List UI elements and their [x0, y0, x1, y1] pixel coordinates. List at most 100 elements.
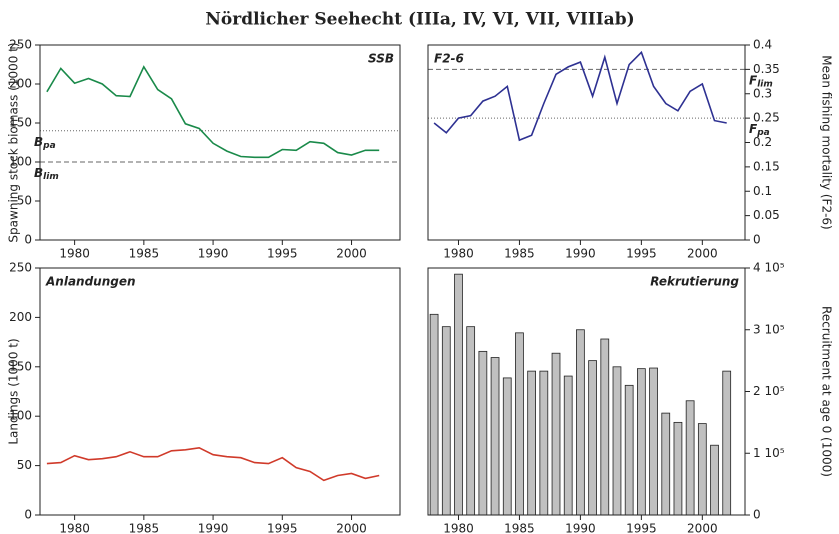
bar	[563, 375, 573, 516]
y-tick-label: 250	[9, 261, 32, 275]
y-tick-label: 0.25	[753, 111, 780, 125]
bar	[429, 313, 439, 516]
x-tick-label: 1980	[443, 522, 474, 534]
y-axis-label: Recruitment at age 0 (1000)	[820, 306, 834, 477]
x-tick-label: 2000	[336, 522, 367, 534]
y-tick-label: 0.05	[753, 208, 780, 222]
x-tick-label: 1990	[198, 522, 229, 534]
y-tick-label: 0.3	[753, 86, 772, 100]
y-tick-label: 100	[9, 155, 32, 169]
bar	[661, 412, 671, 516]
bar	[490, 357, 500, 516]
reference-label: Blim	[34, 166, 59, 182]
x-tick-label: 1985	[129, 247, 160, 261]
x-tick-label: 1995	[626, 522, 657, 534]
y-tick-label: 0.15	[753, 159, 780, 173]
plot-frame	[39, 267, 401, 516]
panel-label: Anlandungen	[45, 275, 136, 289]
y-tick-label: 100	[9, 409, 32, 423]
y-tick-label: 4 10⁵	[753, 261, 785, 275]
plot-frame	[427, 44, 746, 241]
x-tick-label: 2000	[336, 247, 367, 261]
y-tick-label: 2 10⁵	[753, 384, 785, 398]
y-tick-label: 0	[753, 508, 761, 522]
bar	[441, 326, 451, 516]
x-tick-label: 1985	[504, 247, 535, 261]
y-tick-label: 0	[24, 233, 32, 247]
x-tick-label: 1990	[198, 247, 229, 261]
y-axis-label: Mean fishing mortality (F2-6)	[820, 55, 834, 229]
y-tick-label: 200	[9, 310, 32, 324]
y-tick-label: 250	[9, 38, 32, 52]
data-line	[46, 65, 380, 159]
bar	[710, 444, 719, 516]
bar	[588, 360, 597, 516]
y-tick-label: 50	[17, 194, 32, 208]
bar	[466, 326, 476, 516]
bar	[612, 366, 622, 516]
bar	[600, 338, 610, 516]
panel-label: SSB	[368, 52, 394, 66]
x-tick-label: 1980	[59, 522, 90, 534]
x-tick-label: 2000	[687, 247, 718, 261]
plot-frame	[427, 267, 746, 516]
x-tick-label: 1990	[565, 247, 596, 261]
bar	[649, 367, 658, 516]
bar	[539, 370, 549, 516]
x-tick-label: 1985	[129, 522, 160, 534]
bar	[576, 329, 585, 516]
bar	[478, 350, 488, 516]
y-tick-label: 0	[753, 233, 761, 247]
figure-title: Nördlicher Seehecht (IIIa, IV, VI, VII, …	[205, 10, 634, 30]
x-tick-label: 1995	[267, 522, 298, 534]
y-tick-label: 200	[9, 77, 32, 91]
reference-symbol: B	[34, 166, 43, 180]
y-tick-label: 0.35	[753, 62, 780, 76]
data-line	[46, 446, 380, 482]
bar	[527, 370, 536, 516]
panel-label: F2-6	[434, 52, 464, 66]
reference-subscript: lim	[43, 172, 59, 182]
y-tick-label: 150	[9, 359, 32, 373]
reference-subscript: lim	[757, 79, 773, 89]
bar	[697, 423, 707, 516]
x-tick-label: 1985	[504, 522, 535, 534]
reference-symbol: B	[34, 134, 43, 148]
x-tick-label: 1990	[565, 522, 596, 534]
bar	[685, 400, 695, 516]
plot-frame	[39, 44, 401, 241]
y-axis-label: Spawning stock biomass (1000 t)	[7, 42, 21, 242]
reference-subscript: pa	[756, 128, 770, 138]
y-tick-label: 50	[17, 458, 32, 472]
y-axis-label: Landings (1000 t)	[7, 338, 21, 444]
y-tick-label: 0.4	[753, 38, 772, 52]
reference-subscript: pa	[42, 140, 56, 150]
y-tick-label: 0.1	[753, 184, 772, 198]
bar	[515, 332, 524, 516]
reference-label: Bpa	[34, 134, 56, 150]
x-tick-label: 1980	[443, 247, 474, 261]
reference-label: Flim	[749, 73, 773, 89]
x-tick-label: 1995	[267, 247, 298, 261]
bar	[624, 384, 634, 516]
x-tick-label: 1995	[626, 247, 657, 261]
y-tick-label: 0.2	[753, 135, 772, 149]
reference-symbol: F	[749, 73, 758, 87]
y-tick-label: 3 10⁵	[753, 322, 785, 336]
bar	[551, 352, 561, 516]
panel-label: Rekrutierung	[650, 275, 739, 289]
y-tick-label: 1 10⁵	[753, 446, 785, 460]
bar	[637, 368, 646, 516]
reference-label: Fpa	[749, 122, 770, 138]
bar	[673, 421, 683, 516]
bar	[454, 273, 463, 516]
data-line	[433, 50, 727, 142]
bar	[502, 377, 512, 516]
y-tick-label: 150	[9, 116, 32, 130]
y-tick-label: 0	[24, 508, 32, 522]
x-tick-label: 1980	[59, 247, 90, 261]
reference-symbol: F	[749, 122, 758, 136]
x-tick-label: 2000	[687, 522, 718, 534]
bar	[722, 370, 732, 516]
